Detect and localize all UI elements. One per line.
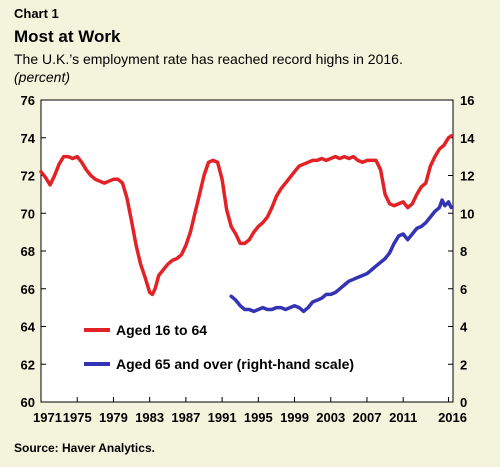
left-tick-label: 60: [21, 395, 35, 410]
left-tick-label: 76: [21, 93, 35, 108]
left-tick-label: 70: [21, 206, 35, 221]
x-tick-label: 1983: [135, 410, 164, 425]
right-tick-label: 4: [460, 320, 468, 335]
left-axis-ticks: 76 74 72 70 68 66 64 62 60: [21, 93, 46, 410]
right-tick-label: 10: [460, 206, 474, 221]
left-tick-label: 74: [21, 131, 36, 146]
x-tick-label: 2003: [316, 410, 345, 425]
x-tick-label: 1987: [171, 410, 200, 425]
left-tick-label: 72: [21, 169, 35, 184]
left-tick-label: 62: [21, 357, 35, 372]
right-tick-label: 16: [460, 93, 474, 108]
plot-area: [40, 99, 454, 403]
chart-number: Chart 1: [14, 6, 59, 21]
x-tick-label: 1999: [280, 410, 309, 425]
right-tick-label: 2: [460, 357, 467, 372]
x-tick-label: 1995: [244, 410, 273, 425]
legend: Aged 16 to 64 Aged 65 and over (right-ha…: [84, 322, 354, 372]
x-tick-label: 1975: [63, 410, 92, 425]
x-tick-label: 2016: [438, 410, 467, 425]
x-tick-label: 1991: [208, 410, 237, 425]
right-tick-label: 12: [460, 169, 474, 184]
series-line-65-over: [229, 198, 453, 314]
right-tick-label: 8: [460, 244, 467, 259]
series-line-16-64: [39, 134, 453, 297]
legend-label-16-64: Aged 16 to 64: [116, 322, 207, 338]
right-axis-ticks: 16 14 12 10 8 6 4 2 0: [448, 93, 475, 410]
chart-subtitle: The U.K.’s employment rate has reached r…: [14, 51, 403, 67]
source-note: Source: Haver Analytics.: [14, 441, 155, 455]
unit-label: (percent): [14, 69, 71, 85]
right-tick-label: 14: [460, 131, 475, 146]
left-tick-label: 68: [21, 244, 35, 259]
x-tick-label: 2011: [389, 410, 417, 425]
x-tick-label: 1979: [99, 410, 128, 425]
legend-label-65-over: Aged 65 and over (right-hand scale): [116, 356, 354, 372]
right-tick-label: 0: [460, 395, 467, 410]
series-lines: [39, 134, 453, 314]
x-tick-label: 2007: [353, 410, 382, 425]
chart-title: Most at Work: [14, 27, 121, 46]
x-axis-ticks: 1971 1975 1979 1983 1987 1991 1995 1999 2003 2007…: [33, 397, 467, 425]
x-tick-label: 1971: [33, 410, 62, 425]
left-tick-label: 66: [21, 282, 35, 297]
right-tick-label: 6: [460, 282, 467, 297]
left-tick-label: 64: [21, 320, 36, 335]
